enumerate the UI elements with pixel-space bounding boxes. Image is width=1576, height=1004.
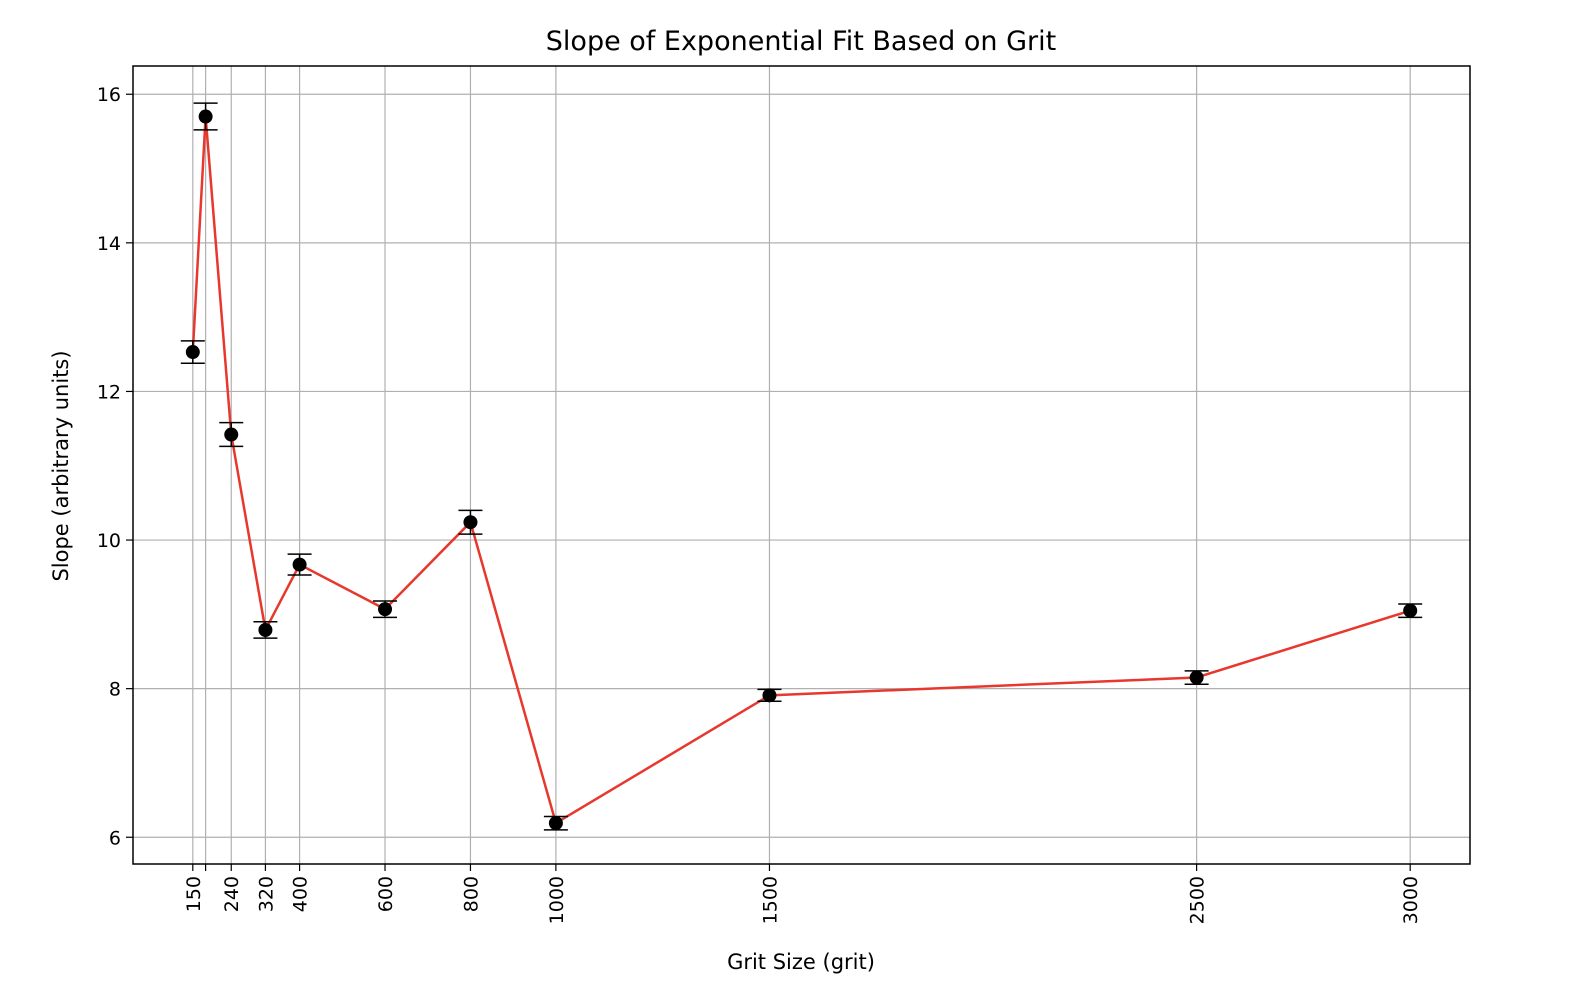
x-tick-label: 240 [221,876,243,912]
data-point [1189,670,1204,685]
data-point [463,515,478,530]
x-tick-label: 1500 [759,876,781,924]
y-tick-label: 10 [97,530,121,552]
data-point [224,427,239,442]
data-point [1403,603,1418,618]
data-point [185,345,200,360]
data-point [198,109,213,124]
x-tick-label: 150 [183,876,205,912]
x-tick-label: 3000 [1400,876,1422,924]
y-tick-label: 14 [97,233,121,255]
y-tick-label: 8 [109,679,121,701]
y-tick-label: 16 [97,84,121,106]
x-tick-label: 1000 [546,876,568,924]
data-point [258,622,273,637]
y-tick-label: 12 [97,381,121,403]
data-point [292,557,307,572]
series-line [191,116,1411,826]
data-point [378,602,393,617]
x-tick-label: 600 [375,876,397,912]
data-point [548,816,563,831]
x-tick-label: 400 [290,876,312,912]
series [180,102,1423,831]
y-tick-label: 6 [109,827,121,849]
x-tick-label: 800 [460,876,482,912]
x-tick-label: 2500 [1187,876,1209,924]
grid [133,66,1470,864]
x-axis-label: Grit Size (grit) [727,950,875,974]
chart-title: Slope of Exponential Fit Based on Grit [546,26,1056,57]
ticks: 150 240 320 400 600 800 1000 1500 2500 3000 6 8 10 12… [97,84,1422,924]
x-tick-label: 320 [255,876,277,912]
data-point [762,688,777,703]
axes-frame [132,65,1471,865]
y-axis-label: Slope (arbitrary units) [49,350,73,581]
